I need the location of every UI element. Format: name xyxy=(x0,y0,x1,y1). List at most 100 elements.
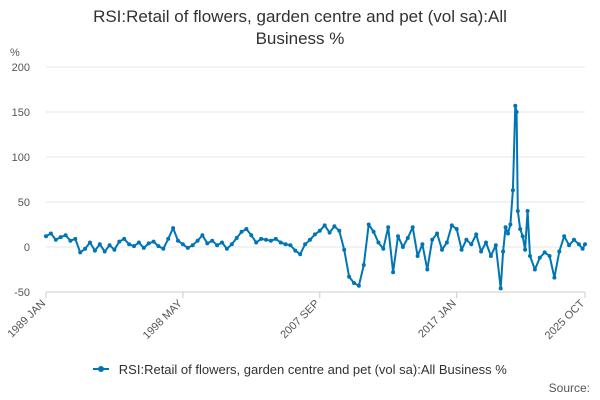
data-point[interactable] xyxy=(498,286,503,291)
data-point[interactable] xyxy=(317,228,322,233)
data-point[interactable] xyxy=(425,267,430,272)
data-point[interactable] xyxy=(298,252,303,257)
data-point[interactable] xyxy=(68,238,73,243)
data-point[interactable] xyxy=(146,241,151,246)
data-point[interactable] xyxy=(454,227,459,231)
data-point[interactable] xyxy=(506,231,510,236)
data-point[interactable] xyxy=(273,236,278,241)
data-point[interactable] xyxy=(44,234,48,239)
data-point[interactable] xyxy=(396,234,400,239)
data-point[interactable] xyxy=(513,103,518,108)
data-point[interactable] xyxy=(572,237,576,242)
data-point[interactable] xyxy=(352,281,356,285)
data-point[interactable] xyxy=(97,242,102,247)
data-point[interactable] xyxy=(342,247,347,252)
data-point[interactable] xyxy=(259,236,264,241)
data-point[interactable] xyxy=(528,254,532,258)
data-point[interactable] xyxy=(205,241,210,246)
data-point[interactable] xyxy=(508,222,513,227)
data-point[interactable] xyxy=(141,245,146,250)
data-point[interactable] xyxy=(376,240,381,245)
data-point[interactable] xyxy=(229,242,234,247)
data-point[interactable] xyxy=(303,242,308,247)
data-point[interactable] xyxy=(557,249,562,254)
data-point[interactable] xyxy=(224,246,229,251)
data-point[interactable] xyxy=(293,248,298,253)
data-point[interactable] xyxy=(132,244,136,249)
data-point[interactable] xyxy=(547,254,552,258)
data-point[interactable] xyxy=(288,243,293,248)
data-point[interactable] xyxy=(102,249,107,254)
data-point[interactable] xyxy=(469,242,474,247)
data-point[interactable] xyxy=(488,254,493,258)
data-point[interactable] xyxy=(322,223,327,228)
data-point[interactable] xyxy=(117,239,122,244)
data-point[interactable] xyxy=(391,270,396,275)
data-point[interactable] xyxy=(283,242,288,247)
data-point[interactable] xyxy=(337,228,342,233)
data-point[interactable] xyxy=(459,247,464,252)
data-point[interactable] xyxy=(63,233,68,238)
data-point[interactable] xyxy=(514,110,519,114)
data-point[interactable] xyxy=(400,245,405,249)
data-point[interactable] xyxy=(520,234,525,239)
data-point[interactable] xyxy=(542,250,547,255)
data-point[interactable] xyxy=(420,242,425,247)
legend[interactable]: RSI:Retail of flowers, garden centre and… xyxy=(0,362,600,377)
data-point[interactable] xyxy=(444,240,449,245)
data-point[interactable] xyxy=(493,243,498,248)
data-point[interactable] xyxy=(371,229,376,234)
data-point[interactable] xyxy=(190,243,195,248)
data-point[interactable] xyxy=(327,230,332,235)
data-point[interactable] xyxy=(73,236,78,241)
data-point[interactable] xyxy=(180,242,185,247)
data-point[interactable] xyxy=(136,240,141,245)
data-point[interactable] xyxy=(518,227,523,231)
data-point[interactable] xyxy=(523,247,528,252)
data-point[interactable] xyxy=(161,246,166,251)
data-point[interactable] xyxy=(254,240,259,245)
data-point[interactable] xyxy=(234,236,239,240)
data-point[interactable] xyxy=(156,244,161,249)
data-point[interactable] xyxy=(347,274,352,279)
data-point[interactable] xyxy=(268,238,273,243)
data-point[interactable] xyxy=(107,243,112,248)
data-point[interactable] xyxy=(171,226,176,231)
data-point[interactable] xyxy=(244,227,249,231)
data-point[interactable] xyxy=(176,238,180,243)
data-point[interactable] xyxy=(580,246,585,251)
data-point[interactable] xyxy=(552,275,557,280)
data-point[interactable] xyxy=(410,225,415,230)
data-point[interactable] xyxy=(449,223,454,228)
data-point[interactable] xyxy=(215,243,220,248)
data-point[interactable] xyxy=(503,225,508,230)
data-point[interactable] xyxy=(361,263,366,267)
data-point[interactable] xyxy=(78,250,83,255)
data-point[interactable] xyxy=(501,249,506,254)
data-point[interactable] xyxy=(430,237,435,242)
data-point[interactable] xyxy=(166,236,171,241)
data-point[interactable] xyxy=(210,238,215,243)
data-point[interactable] xyxy=(278,240,283,245)
data-point[interactable] xyxy=(440,247,444,252)
data-point[interactable] xyxy=(249,233,254,238)
data-point[interactable] xyxy=(127,242,132,247)
data-point[interactable] xyxy=(525,209,530,213)
data-point[interactable] xyxy=(239,229,244,234)
data-point[interactable] xyxy=(515,209,520,213)
data-point[interactable] xyxy=(151,239,156,244)
data-point[interactable] xyxy=(381,246,386,251)
data-point[interactable] xyxy=(562,234,567,239)
data-point[interactable] xyxy=(532,267,537,272)
data-point[interactable] xyxy=(576,242,581,247)
data-point[interactable] xyxy=(112,247,117,252)
data-point[interactable] xyxy=(474,232,479,237)
data-point[interactable] xyxy=(405,236,410,240)
data-point[interactable] xyxy=(567,243,572,248)
data-point[interactable] xyxy=(464,237,469,242)
data-point[interactable] xyxy=(58,235,63,240)
data-point[interactable] xyxy=(332,224,337,229)
data-point[interactable] xyxy=(122,236,127,241)
data-point[interactable] xyxy=(435,231,440,236)
data-point[interactable] xyxy=(308,237,312,242)
